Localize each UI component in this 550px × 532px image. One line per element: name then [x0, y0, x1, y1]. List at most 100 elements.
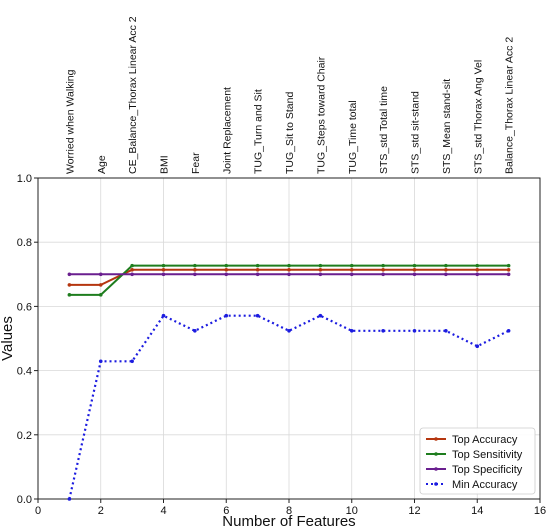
- y-tick-label: 0.6: [17, 301, 32, 313]
- data-point: [193, 263, 197, 268]
- legend-marker: [434, 482, 438, 486]
- data-point: [161, 313, 166, 318]
- data-point: [412, 272, 417, 277]
- data-point: [255, 272, 260, 277]
- data-point: [98, 283, 103, 287]
- data-point: [161, 263, 166, 268]
- x-tick-label: 2: [98, 505, 104, 517]
- feature-label: TUG_Time total: [347, 100, 359, 174]
- data-point: [506, 328, 511, 333]
- y-axis-ticks: 0.0 0.2 0.4 0.6 0.8 1.0: [17, 173, 38, 506]
- feature-label: STS_std sit-stand: [410, 91, 422, 174]
- feature-label: TUG_Turn and Sit: [253, 89, 265, 174]
- data-point: [130, 359, 134, 364]
- x-tick-label: 12: [408, 505, 420, 517]
- data-point: [349, 268, 354, 272]
- feature-label: Worried when Walking: [64, 69, 76, 174]
- data-point: [349, 272, 354, 277]
- feature-label: Fear: [190, 152, 202, 174]
- legend-label: Top Specificity: [452, 464, 523, 476]
- feature-label: STS_Mean stand-sit: [441, 79, 453, 174]
- feature-label: Age: [96, 155, 108, 174]
- y-tick-label: 0.8: [17, 237, 32, 249]
- data-point: [130, 272, 134, 277]
- data-point: [130, 268, 134, 272]
- x-tick-label: 8: [286, 505, 292, 517]
- feature-label: STS_std Total time: [378, 86, 390, 174]
- legend-box: [419, 427, 536, 495]
- x-tick-label: 14: [471, 505, 483, 517]
- data-point: [349, 328, 354, 333]
- data-point: [98, 272, 103, 277]
- data-point: [475, 268, 480, 272]
- data-point: [224, 313, 229, 318]
- data-point: [444, 328, 448, 333]
- x-tick-label: 4: [160, 505, 166, 517]
- feature-label: Joint Replacement: [221, 87, 233, 174]
- data-point: [98, 359, 103, 364]
- feature-label: CE_Balance_Thorax Linear Acc 2: [127, 16, 139, 174]
- data-point: [224, 272, 229, 277]
- legend-label: Top Accuracy: [452, 434, 518, 446]
- data-point: [193, 328, 197, 333]
- data-point: [475, 263, 480, 268]
- data-point: [287, 263, 291, 268]
- y-tick-label: 0.4: [17, 366, 32, 378]
- data-point: [318, 272, 323, 277]
- data-point: [255, 263, 260, 268]
- grid-lines: [37, 177, 541, 500]
- x-axis-label: Number of Features: [222, 513, 355, 530]
- data-point: [506, 272, 511, 277]
- legend-marker: [434, 452, 438, 456]
- x-axis-ticks: 0 2 4 6 8 10 12 14 16: [35, 499, 546, 517]
- data-point: [381, 268, 385, 272]
- legend-label: Top Sensitivity: [452, 449, 523, 461]
- data-point: [412, 263, 417, 268]
- feature-label: Balance_Thorax Linear Acc 2: [504, 37, 516, 174]
- x-tick-label: 0: [35, 505, 41, 517]
- data-point: [161, 272, 166, 277]
- data-point: [193, 268, 197, 272]
- data-point: [193, 272, 197, 277]
- feature-label: BMI: [159, 155, 171, 174]
- data-point: [349, 263, 354, 268]
- data-point: [224, 268, 229, 272]
- data-point: [506, 268, 511, 272]
- data-point: [161, 268, 166, 272]
- data-point: [67, 272, 72, 277]
- data-point: [506, 263, 511, 268]
- data-point: [255, 268, 260, 272]
- data-point: [381, 328, 385, 333]
- data-point: [67, 283, 72, 287]
- series-line: [68, 314, 510, 500]
- data-point: [287, 272, 291, 277]
- x-tick-label: 10: [346, 505, 358, 517]
- y-tick-label: 0.0: [17, 494, 32, 506]
- data-point: [412, 328, 417, 333]
- data-point: [444, 268, 448, 272]
- data-point: [381, 263, 385, 268]
- feature-label: STS_std Thorax Ang Vel: [472, 60, 484, 174]
- feature-label: TUG_Steps toward Chair: [315, 56, 327, 174]
- legend-marker: [434, 467, 438, 471]
- feature-label: TUG_Sit to Stand: [284, 92, 296, 174]
- data-point: [318, 268, 323, 272]
- data-point: [255, 313, 260, 318]
- y-axis-label: Values: [0, 316, 16, 361]
- data-point: [444, 263, 448, 268]
- y-tick-label: 0.2: [17, 430, 32, 442]
- data-point: [475, 344, 480, 349]
- data-point: [287, 268, 291, 272]
- data-point: [412, 268, 417, 272]
- data-point: [130, 263, 134, 268]
- data-point: [224, 263, 229, 268]
- data-point: [381, 272, 385, 277]
- data-point: [67, 293, 72, 297]
- data-point: [67, 497, 72, 501]
- data-point: [98, 293, 103, 297]
- series-layer: [67, 263, 511, 501]
- data-point: [444, 272, 448, 277]
- x-tick-label: 6: [223, 505, 229, 517]
- data-point: [287, 328, 291, 333]
